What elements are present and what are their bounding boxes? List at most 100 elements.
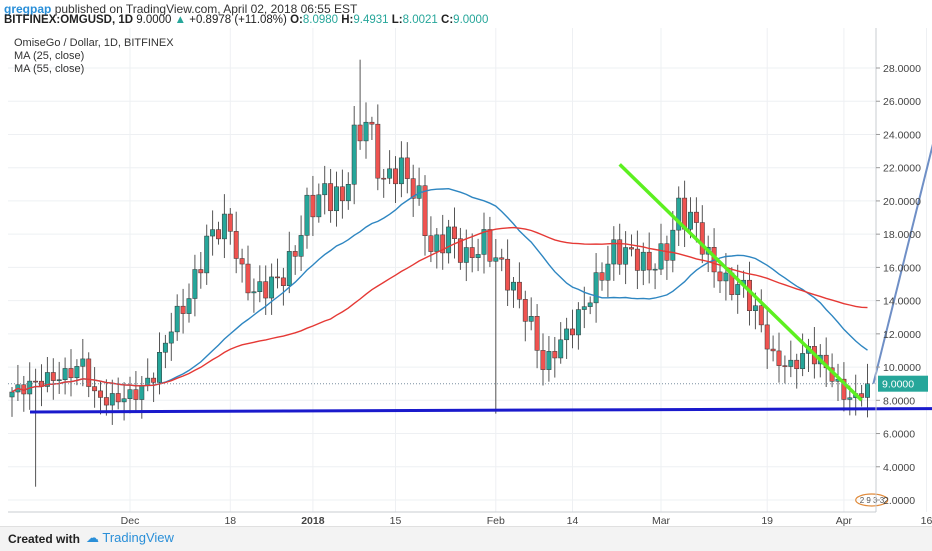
candle-body bbox=[9, 391, 15, 398]
price-tick-label: 14.0000 bbox=[883, 296, 921, 308]
candle-body bbox=[676, 197, 682, 231]
downtrend-line bbox=[618, 163, 863, 402]
candle-body bbox=[735, 284, 741, 295]
candle-body bbox=[339, 186, 345, 202]
candle-body bbox=[310, 194, 316, 218]
last-price-badge bbox=[878, 375, 928, 392]
price-tick-label: 22.0000 bbox=[883, 163, 921, 175]
candle-body bbox=[623, 247, 629, 265]
candle-body bbox=[221, 213, 227, 240]
annotations: 2 9 3 3 bbox=[8, 143, 932, 507]
candle-body bbox=[86, 358, 92, 387]
candle-body bbox=[434, 234, 440, 252]
support-line bbox=[29, 407, 932, 414]
candle-body bbox=[511, 281, 516, 291]
candle-body bbox=[758, 305, 764, 326]
candle-body bbox=[162, 342, 168, 353]
price-tick-label: 20.0000 bbox=[883, 196, 921, 208]
candle-body bbox=[216, 229, 221, 240]
tradingview-logo[interactable]: ☁ TradingView bbox=[86, 530, 174, 545]
candle-body bbox=[699, 222, 705, 255]
candle-body bbox=[670, 229, 676, 261]
price-chart[interactable]: 2 9 3 3 2.0000 4.0000 6.0000 8.0000 10.0000 1… bbox=[0, 28, 932, 526]
time-tick-label: 15 bbox=[390, 515, 402, 526]
candle-body bbox=[640, 251, 646, 271]
candle-body bbox=[251, 291, 257, 294]
candle-body bbox=[121, 398, 127, 403]
candle-body bbox=[74, 366, 80, 379]
candle-body bbox=[499, 257, 505, 260]
candle-body bbox=[570, 328, 575, 336]
candle-body bbox=[652, 268, 658, 271]
last-price-label: 9.0000 bbox=[882, 379, 914, 391]
author-link[interactable]: gregpap bbox=[4, 2, 52, 16]
price-tick-label: 4.0000 bbox=[883, 462, 915, 474]
high-label: H: bbox=[341, 14, 354, 26]
candle-body bbox=[463, 247, 469, 263]
candle-body bbox=[174, 305, 180, 333]
candle-body bbox=[747, 279, 752, 311]
ohlc-line: BITFINEX:OMGUSD, 1D 9.0000 ▲ +0.8978 (+1… bbox=[4, 14, 488, 26]
price-axis[interactable]: 2.0000 4.0000 6.0000 8.0000 10.0000 12.0000 14… bbox=[875, 28, 928, 512]
price-tick-label: 2.0000 bbox=[883, 495, 915, 507]
chart-legend: OmiseGo / Dollar, 1D, BITFINEX MA (25, c… bbox=[14, 37, 174, 75]
candle-body bbox=[764, 324, 770, 350]
candle-body bbox=[776, 350, 782, 366]
candle-body bbox=[92, 386, 98, 392]
price-tick-label: 26.0000 bbox=[883, 96, 921, 108]
candle-body bbox=[475, 254, 481, 258]
candle-body bbox=[788, 359, 794, 367]
candle-body bbox=[210, 229, 216, 237]
candle-body bbox=[546, 351, 552, 370]
close-label: C: bbox=[441, 14, 454, 26]
candle-body bbox=[33, 380, 39, 383]
grid bbox=[8, 28, 927, 512]
footer: Created with ☁ TradingView bbox=[0, 526, 932, 551]
candle-body bbox=[151, 377, 157, 383]
candle-body bbox=[369, 121, 375, 125]
time-tick-label: Apr bbox=[836, 515, 853, 526]
candle-body bbox=[534, 316, 540, 351]
candle-body bbox=[587, 302, 593, 307]
candle-body bbox=[381, 177, 387, 180]
candle-body bbox=[393, 168, 398, 185]
candle-body bbox=[286, 251, 292, 286]
candle-body bbox=[564, 328, 570, 341]
published-text: published on TradingView.com, April 02, … bbox=[54, 2, 358, 16]
candle-body bbox=[322, 183, 328, 196]
price-tick-label: 12.0000 bbox=[883, 329, 921, 341]
time-tick-label: 16 bbox=[921, 515, 932, 526]
time-tick-label: Feb bbox=[487, 515, 505, 526]
candle-body bbox=[752, 305, 758, 311]
time-tick-label: Mar bbox=[652, 515, 671, 526]
candle-body bbox=[611, 239, 617, 265]
candle-body bbox=[422, 185, 428, 236]
candle-body bbox=[493, 257, 499, 262]
candle-body bbox=[304, 194, 310, 236]
candle-body bbox=[298, 235, 304, 257]
candle-body bbox=[723, 272, 729, 282]
candle-body bbox=[280, 277, 286, 286]
candle-body bbox=[398, 157, 404, 185]
candle-body bbox=[505, 258, 511, 291]
candle-body bbox=[239, 258, 245, 265]
candle-body bbox=[269, 276, 275, 299]
candle-body bbox=[446, 226, 452, 254]
candle-body bbox=[145, 377, 151, 386]
candle-body bbox=[245, 263, 251, 294]
candle-body bbox=[363, 121, 369, 142]
candle-body bbox=[516, 281, 522, 300]
low-label: L: bbox=[391, 14, 403, 26]
candle-body bbox=[357, 124, 363, 142]
open-value: 8.0980 bbox=[302, 14, 339, 26]
candle-body bbox=[693, 211, 699, 223]
candle-body bbox=[68, 368, 74, 379]
candle-body bbox=[345, 184, 351, 202]
candle-body bbox=[50, 372, 56, 381]
candle-body bbox=[717, 271, 723, 282]
candle-body bbox=[44, 372, 50, 387]
price-tick-label: 28.0000 bbox=[883, 63, 921, 75]
time-axis[interactable]: Dec 18 2018 15 Feb 14 Mar 19 Apr 16 bbox=[8, 511, 932, 526]
candle-body bbox=[452, 226, 457, 239]
change-value: +0.8978 (+11.08%) bbox=[189, 14, 287, 26]
